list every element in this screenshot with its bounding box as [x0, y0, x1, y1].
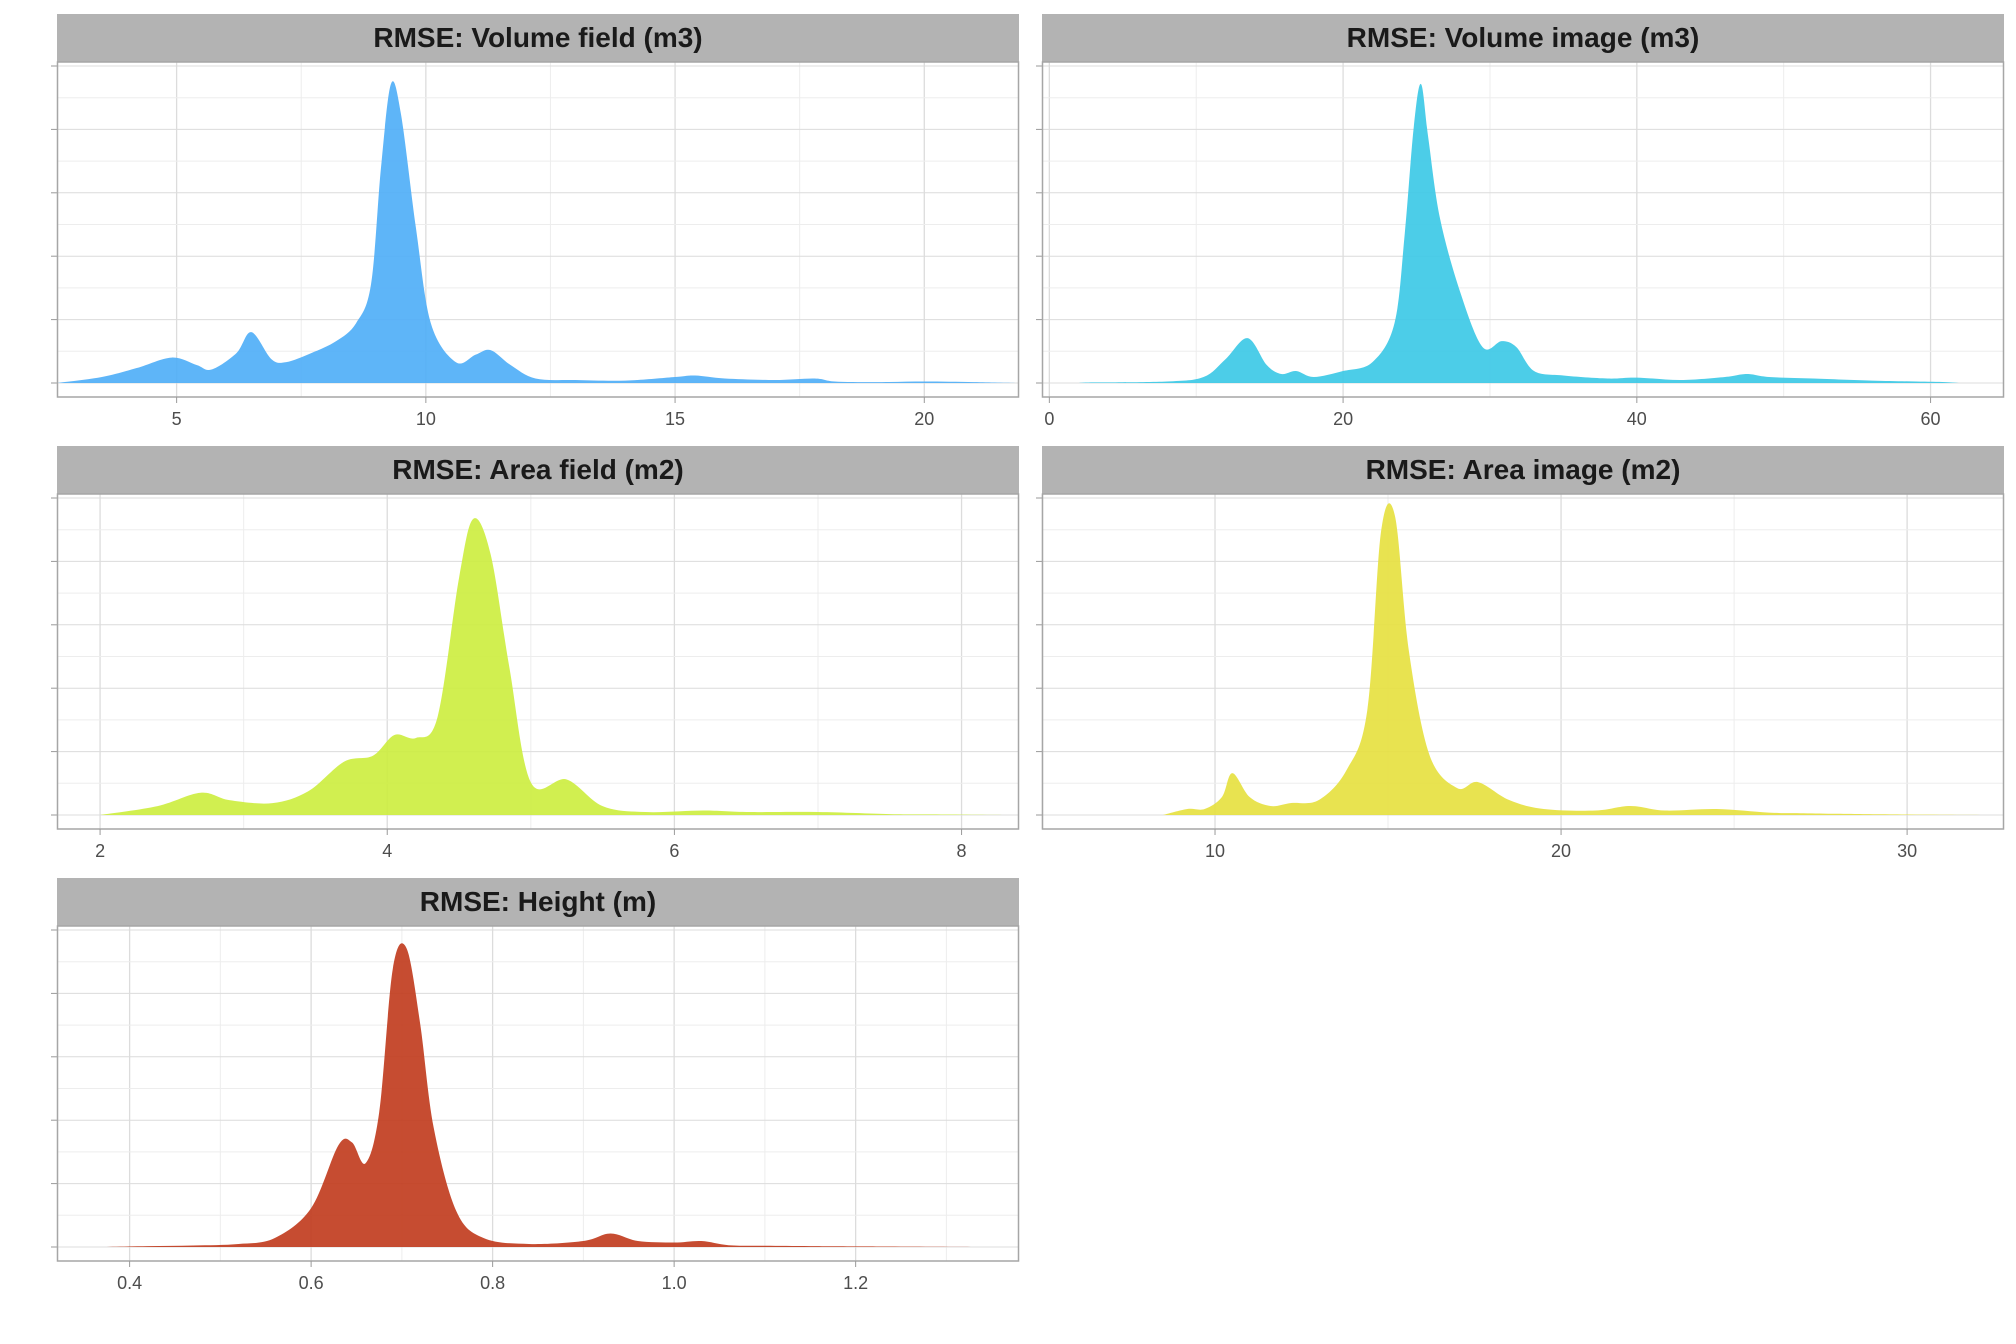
x-tick-label: 40 [1627, 409, 1647, 429]
panel-border [56, 61, 1020, 398]
density-area [1078, 83, 1960, 384]
x-tick-label: 5 [172, 409, 182, 429]
density-area [1163, 503, 1987, 815]
x-tick-label: 10 [416, 409, 436, 429]
facet-panel: RMSE: Area field (m2) 2 4 6 8 [51, 446, 1020, 865]
facet-title: RMSE: Volume field (m3) [57, 14, 1019, 62]
facet-panel: RMSE: Area image (m2) 10 20 30 [1036, 446, 2005, 865]
x-tick-label: 2 [95, 841, 105, 861]
facet-title: RMSE: Area field (m2) [57, 446, 1019, 494]
facet-panel: RMSE: Volume image (m3) 0 20 40 60 [1036, 14, 2005, 433]
facet-panel: RMSE: Volume field (m3) 5 10 15 20 [51, 14, 1020, 433]
x-tick-label: 0.8 [480, 1273, 505, 1293]
x-tick-label: 6 [669, 841, 679, 861]
panel-border [56, 925, 1020, 1262]
density-area [100, 518, 1005, 815]
density-area [102, 943, 974, 1247]
x-tick-label: 60 [1921, 409, 1941, 429]
x-tick-label: 15 [665, 409, 685, 429]
x-tick-label: 0.6 [299, 1273, 324, 1293]
x-tick-label: 20 [1333, 409, 1353, 429]
x-tick-label: 30 [1897, 841, 1917, 861]
x-tick-label: 1.0 [662, 1273, 687, 1293]
plot-area: 0 20 40 60 [1036, 61, 2005, 429]
panel-border [1041, 493, 2005, 830]
x-tick-label: 1.2 [843, 1273, 868, 1293]
x-tick-label: 10 [1205, 841, 1225, 861]
density-area [57, 81, 1019, 383]
plot-area: 2 4 6 8 [51, 493, 1020, 861]
plot-area: 5 10 15 20 [51, 61, 1020, 429]
x-tick-label: 8 [957, 841, 967, 861]
facet-panel: RMSE: Height (m) 0.4 0.6 0.8 1.0 1.2 [51, 878, 1020, 1297]
x-tick-label: 20 [1551, 841, 1571, 861]
plot-area: 0.4 0.6 0.8 1.0 1.2 [51, 925, 1020, 1293]
panel-border [1041, 61, 2005, 398]
panel-border [56, 493, 1020, 830]
facet-title: RMSE: Area image (m2) [1042, 446, 2004, 494]
facet-title: RMSE: Volume image (m3) [1042, 14, 2004, 62]
plot-area: 10 20 30 [1036, 493, 2005, 861]
x-tick-label: 20 [914, 409, 934, 429]
facet-title: RMSE: Height (m) [57, 878, 1019, 926]
x-tick-label: 0.4 [117, 1273, 142, 1293]
x-tick-label: 4 [382, 841, 392, 861]
x-tick-label: 0 [1044, 409, 1054, 429]
